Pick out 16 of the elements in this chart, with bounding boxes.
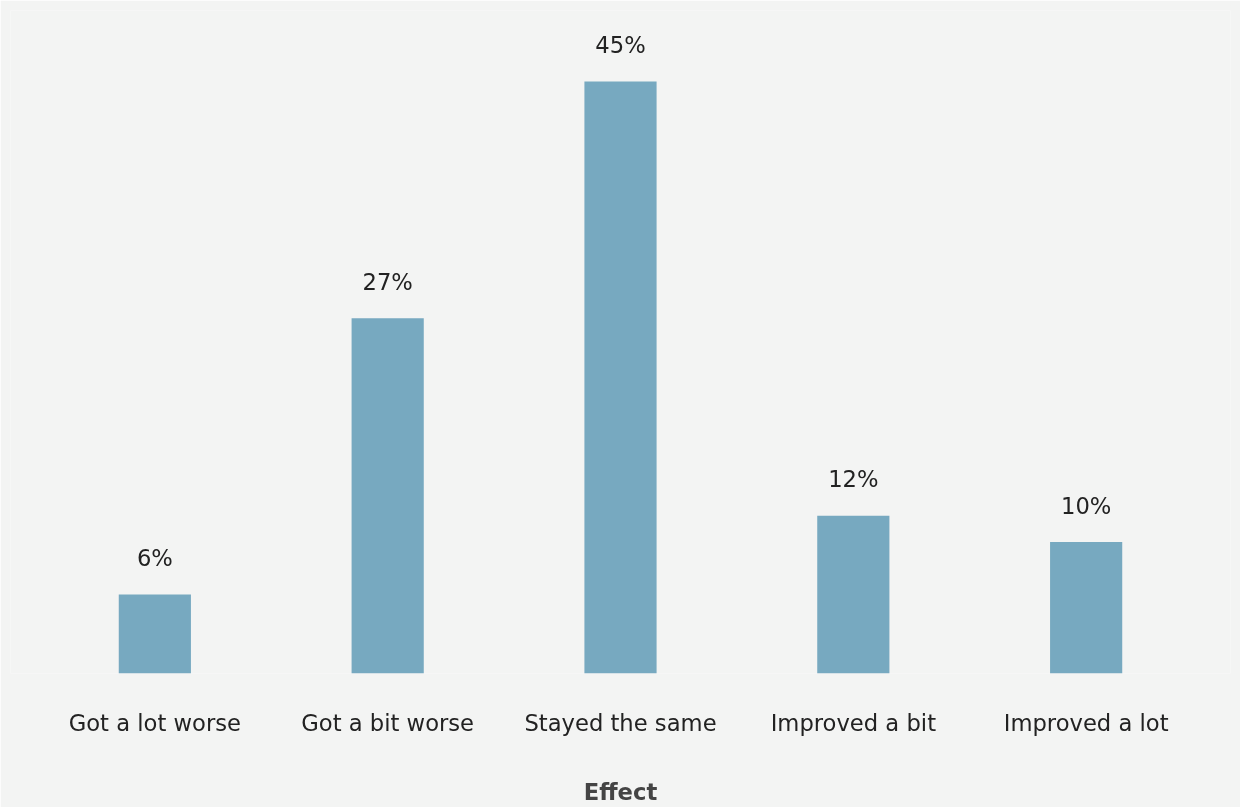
x-tick-label: Improved a lot [1003, 709, 1169, 736]
data-label: 27% [362, 269, 413, 296]
bar [584, 81, 657, 674]
bar [118, 594, 191, 674]
data-label: 12% [828, 466, 879, 493]
x-tick-label: Improved a bit [770, 709, 937, 736]
x-axis-title: Effect [583, 778, 658, 805]
bar [817, 515, 890, 674]
x-tick-label: Got a lot worse [68, 709, 241, 736]
x-tick-label: Stayed the same [524, 709, 717, 736]
data-label: 10% [1060, 492, 1112, 519]
bar [351, 318, 424, 674]
data-label: 45% [595, 32, 646, 59]
bar [1050, 541, 1123, 674]
x-tick-label: Got a bit worse [301, 709, 475, 736]
data-label: 6% [136, 545, 173, 572]
